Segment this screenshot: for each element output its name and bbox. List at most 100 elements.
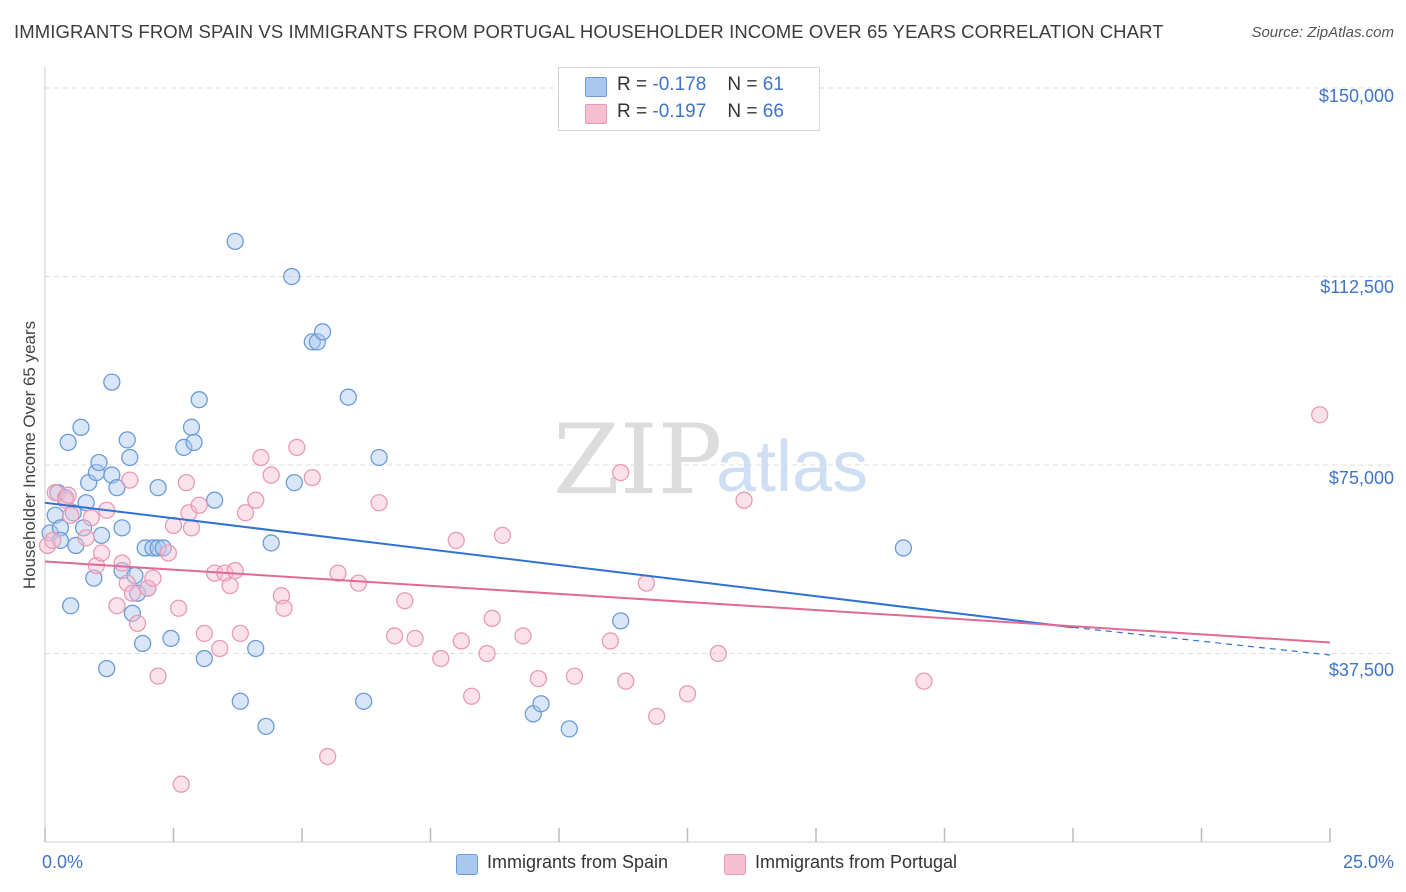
spain-point bbox=[162, 629, 180, 648]
portugal-point bbox=[275, 599, 293, 617]
spain-point bbox=[108, 478, 126, 497]
spain-point bbox=[59, 433, 77, 452]
portugal-point bbox=[190, 496, 208, 514]
portugal-point bbox=[262, 466, 280, 484]
portugal-point bbox=[709, 644, 727, 663]
portugal-point bbox=[483, 609, 501, 627]
portugal-point bbox=[247, 491, 265, 509]
portugal-point bbox=[221, 577, 239, 595]
portugal-point bbox=[612, 463, 630, 482]
portugal-point bbox=[236, 504, 255, 522]
portugal-point bbox=[182, 519, 201, 537]
watermark-atlas: atlas bbox=[716, 427, 868, 507]
y-axis-label: Householder Income Over 65 years bbox=[20, 320, 39, 590]
spain-point bbox=[612, 612, 630, 630]
portugal-point bbox=[385, 627, 404, 645]
portugal-point bbox=[678, 685, 697, 703]
spain-point bbox=[134, 634, 152, 653]
spain-point bbox=[190, 391, 208, 409]
portugal-point bbox=[349, 574, 368, 592]
x-tick-label-min: 0.0% bbox=[42, 852, 84, 872]
legend-r-label: R = bbox=[617, 74, 648, 95]
portugal-point bbox=[92, 544, 111, 562]
legend-label-portugal: Immigrants from Portugal bbox=[755, 852, 958, 872]
portugal-point bbox=[169, 599, 188, 617]
series-legend: Immigrants from Spain Immigrants from Po… bbox=[0, 852, 1406, 878]
portugal-point bbox=[62, 506, 80, 524]
legend-n-value-portugal: 66 bbox=[762, 101, 784, 122]
spain-point bbox=[85, 569, 103, 587]
spain-point bbox=[154, 539, 172, 557]
portugal-point bbox=[452, 632, 470, 650]
portugal-point bbox=[601, 632, 620, 650]
portugal-point bbox=[252, 448, 270, 467]
spain-point bbox=[339, 388, 357, 406]
portugal-point bbox=[406, 629, 424, 648]
portugal-point bbox=[637, 574, 656, 592]
portugal-point bbox=[370, 494, 388, 512]
portugal-point bbox=[108, 597, 126, 615]
spain-trend-line bbox=[44, 501, 1074, 629]
spain-point bbox=[118, 431, 136, 449]
portugal-point bbox=[735, 491, 753, 509]
legend-row-portugal: R = -0.197 N = 66 bbox=[559, 100, 819, 128]
spain-point bbox=[98, 659, 116, 678]
spain-point bbox=[262, 534, 280, 552]
spain-point bbox=[121, 448, 139, 467]
portugal-point bbox=[172, 775, 190, 793]
portugal-point bbox=[195, 624, 213, 643]
spain-point bbox=[313, 323, 332, 341]
watermark-zip: ZIP bbox=[553, 404, 722, 516]
legend-n-label: N = bbox=[727, 101, 758, 122]
spain-point bbox=[149, 539, 167, 557]
portugal-point bbox=[565, 667, 584, 685]
portugal-point bbox=[493, 526, 512, 545]
spain-point bbox=[90, 453, 108, 472]
portugal-point bbox=[211, 639, 229, 658]
spain-point bbox=[560, 720, 578, 738]
spain-point bbox=[72, 418, 90, 436]
spain-point bbox=[205, 491, 224, 509]
spain-point bbox=[283, 267, 301, 286]
portugal-point bbox=[113, 554, 131, 572]
spain-trend-extension bbox=[1072, 626, 1331, 656]
y-tick-label-75000: $75,000 bbox=[1328, 468, 1394, 488]
points-layer bbox=[38, 232, 1329, 793]
spain-point bbox=[195, 649, 213, 668]
spain-point bbox=[308, 333, 327, 351]
spain-point bbox=[51, 519, 70, 537]
spain-point bbox=[231, 692, 249, 710]
legend-label-spain: Immigrants from Spain bbox=[487, 852, 669, 872]
portugal-point bbox=[226, 561, 244, 580]
spain-point bbox=[894, 539, 913, 557]
y-tick-label-37500: $37,500 bbox=[1328, 660, 1394, 680]
spain-point bbox=[92, 526, 111, 545]
portugal-point bbox=[231, 624, 249, 643]
portugal-point bbox=[177, 473, 196, 492]
portugal-point bbox=[82, 509, 100, 527]
spain-point bbox=[175, 438, 193, 457]
spain-point bbox=[532, 695, 550, 713]
portugal-point bbox=[139, 579, 157, 597]
portugal-point bbox=[44, 531, 62, 550]
spain-point bbox=[185, 433, 203, 452]
legend-swatch-portugal bbox=[585, 104, 607, 124]
portugal-point bbox=[123, 584, 142, 602]
portugal-point bbox=[447, 531, 465, 550]
trend-lines bbox=[44, 501, 1331, 656]
portugal-point bbox=[159, 544, 178, 562]
spain-point bbox=[285, 473, 303, 492]
legend-n-value-spain: 61 bbox=[762, 74, 784, 95]
spain-point bbox=[62, 597, 80, 615]
portugal-point bbox=[303, 468, 321, 487]
grid bbox=[45, 87, 1395, 655]
portugal-point bbox=[149, 667, 167, 685]
portugal-point bbox=[329, 564, 347, 582]
legend-n-label: N = bbox=[727, 74, 758, 95]
portugal-point bbox=[272, 587, 291, 605]
portugal-point bbox=[1311, 406, 1329, 424]
y-tick-label-150000: $150,000 bbox=[1318, 86, 1394, 106]
portugal-point bbox=[514, 627, 532, 645]
portugal-point bbox=[648, 707, 666, 725]
